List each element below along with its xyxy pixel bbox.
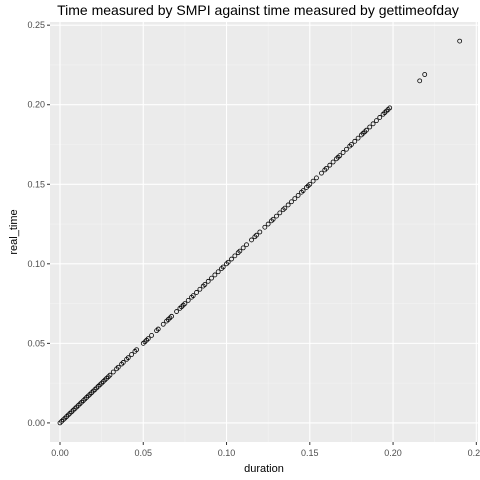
data-point [212, 272, 218, 278]
x-tick-label: 0.15 [301, 448, 319, 458]
data-point [330, 159, 336, 165]
x-tick-label: 0.00 [51, 448, 69, 458]
data-point [155, 326, 161, 332]
data-point [215, 269, 221, 275]
data-point [220, 264, 226, 270]
data-point [352, 138, 358, 144]
data-point [319, 170, 324, 176]
data-point [289, 199, 294, 205]
data-point [337, 153, 343, 159]
minor-gridlines [50, 22, 478, 442]
y-tick-label: 0.25 [27, 20, 45, 30]
data-point [254, 232, 259, 238]
data-point [194, 290, 199, 295]
data-point [265, 221, 271, 227]
data-point [115, 364, 121, 370]
data-point [129, 352, 135, 357]
data-point [364, 127, 369, 133]
x-tick-label: 0.20 [384, 448, 402, 458]
data-point [282, 205, 288, 211]
data-point [149, 333, 154, 338]
data-point [377, 115, 383, 120]
y-axis-title: real_time [8, 209, 20, 254]
data-point [367, 124, 373, 130]
y-tick-label: 0.00 [27, 418, 45, 428]
data-point [327, 162, 333, 168]
data-point [237, 248, 243, 254]
x-tick-label: 0.25 [468, 448, 480, 458]
data-point [277, 210, 283, 216]
x-tick-label: 0.10 [218, 448, 236, 458]
data-point [292, 196, 298, 201]
y-tick-label: 0.15 [27, 179, 45, 189]
data-point [370, 121, 376, 127]
data-point [205, 278, 211, 284]
data-point [229, 256, 234, 262]
data-point [307, 181, 313, 187]
x-axis: 0.00 0.05 0.10 0.15 0.20 0.25 [51, 442, 480, 458]
data-point [257, 229, 263, 235]
data-point [232, 253, 238, 259]
data-points [57, 38, 463, 426]
data-point [349, 142, 354, 147]
x-axis-title: duration [244, 463, 284, 475]
data-point [169, 313, 174, 319]
data-point [240, 245, 246, 251]
data-point [202, 282, 208, 287]
data-point [295, 193, 301, 198]
data-point [344, 146, 349, 152]
major-gridlines [50, 22, 478, 442]
data-point [457, 38, 463, 44]
data-point [417, 78, 423, 84]
y-tick-label: 0.10 [27, 259, 45, 269]
y-tick-label: 0.05 [27, 338, 45, 348]
data-point [185, 298, 191, 303]
data-point [225, 259, 231, 265]
data-point [145, 336, 151, 341]
data-point [182, 301, 188, 306]
data-point [160, 321, 166, 327]
x-tick-label: 0.05 [134, 448, 152, 458]
data-point [249, 237, 254, 243]
data-point [422, 72, 428, 77]
data-point [274, 213, 279, 219]
data-point [197, 286, 203, 292]
data-point [107, 372, 113, 378]
data-point [310, 178, 316, 184]
data-point [209, 275, 214, 281]
data-point [125, 355, 131, 361]
data-point [374, 118, 379, 124]
data-point [340, 150, 346, 155]
data-point [134, 347, 139, 353]
chart-title: Time measured by SMPI against time measu… [57, 2, 459, 18]
data-point [262, 224, 268, 230]
data-point [300, 188, 306, 194]
y-tick-label: 0.20 [27, 100, 45, 110]
data-point [190, 293, 196, 299]
data-point [355, 135, 361, 141]
data-point [120, 360, 126, 365]
data-point [314, 175, 319, 181]
data-point [387, 105, 393, 111]
data-point [270, 216, 276, 222]
data-point [174, 309, 179, 314]
y-axis: 0.00 0.05 0.10 0.15 0.20 0.25 [27, 20, 50, 428]
data-point [244, 242, 249, 248]
data-point [285, 202, 291, 208]
data-point [110, 369, 116, 375]
plot-panel [50, 22, 478, 442]
data-point [324, 165, 329, 171]
